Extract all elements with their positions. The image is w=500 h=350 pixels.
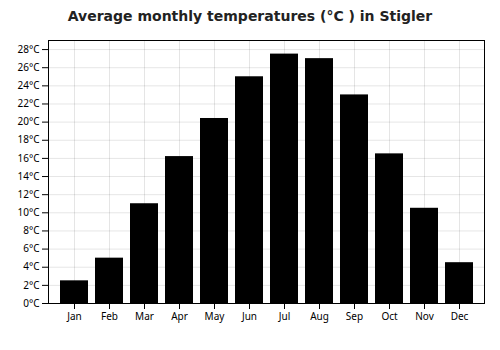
html-text:Average monthly temperatures (: Average monthly temperatures (°C ) in St… xyxy=(67,8,433,24)
svg-text:12°C: 12°C xyxy=(17,187,40,201)
svg-text:8°C: 8°C xyxy=(23,223,40,237)
svg-text:Jul: Jul xyxy=(278,309,291,323)
svg-text:4°C: 4°C xyxy=(23,259,40,273)
svg-text:26°C: 26°C xyxy=(17,60,40,74)
svg-text:14°C: 14°C xyxy=(17,169,40,183)
svg-text:Feb: Feb xyxy=(101,309,118,323)
svg-text:Oct: Oct xyxy=(381,309,398,323)
svg-text:20°C: 20°C xyxy=(17,114,40,128)
svg-text:Jan: Jan xyxy=(66,309,82,323)
svg-text:24°C: 24°C xyxy=(17,78,40,92)
svg-text:6°C: 6°C xyxy=(23,241,40,255)
svg-text:Sep: Sep xyxy=(346,309,363,323)
svg-text:Dec: Dec xyxy=(451,309,469,323)
svg-text:Aug: Aug xyxy=(310,309,329,323)
svg-text:Mar: Mar xyxy=(135,309,154,323)
svg-text:2°C: 2°C xyxy=(23,278,40,292)
svg-text:22°C: 22°C xyxy=(17,96,40,110)
svg-text:28°C: 28°C xyxy=(17,42,40,56)
svg-text:Apr: Apr xyxy=(171,309,188,323)
svg-text:10°C: 10°C xyxy=(17,205,40,219)
svg-text:May: May xyxy=(205,309,226,323)
svg-text:0°C: 0°C xyxy=(23,296,40,310)
svg-text:16°C: 16°C xyxy=(17,151,40,165)
svg-text:Nov: Nov xyxy=(415,309,434,323)
svg-text:18°C: 18°C xyxy=(17,132,40,146)
svg-text:Jun: Jun xyxy=(241,309,257,323)
